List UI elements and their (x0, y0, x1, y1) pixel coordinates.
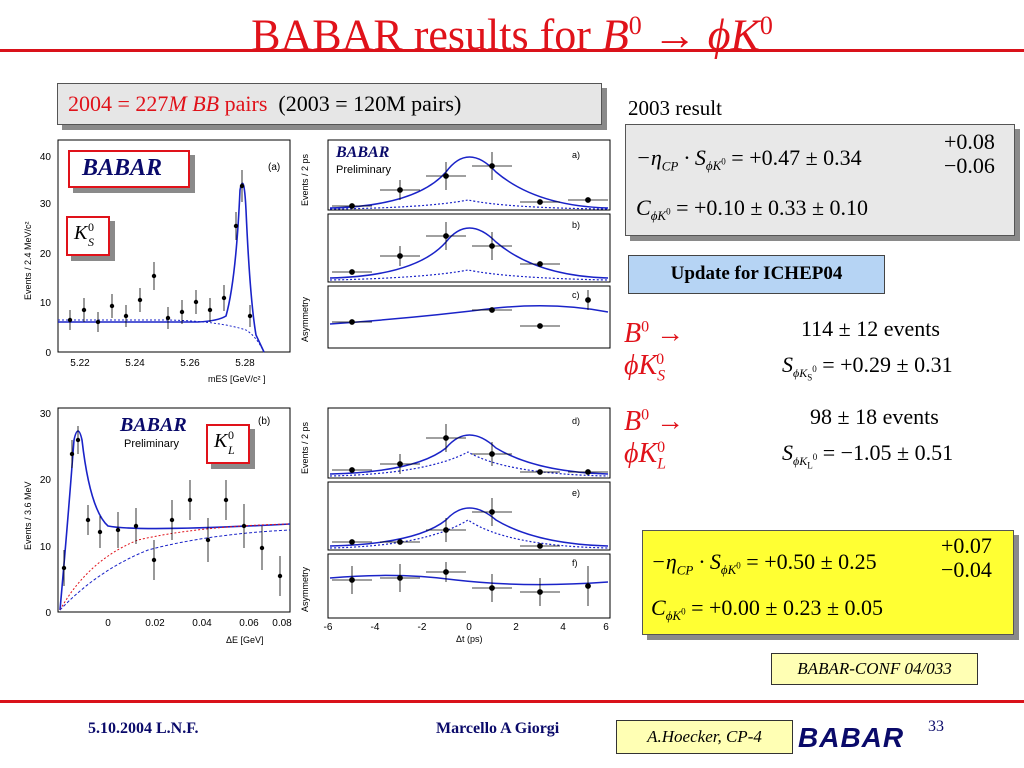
plot-deltae-svg: 0 10 20 30 0 0.02 0.04 0.06 0.08 ΔE [GeV… (23, 407, 292, 645)
svg-text:5.22: 5.22 (70, 358, 90, 369)
deltae-panel-tag: (b) (258, 416, 270, 427)
plot-dt-kl: Events / 2 ps Asymmetry d) e) f) -6 -4 -… (296, 402, 612, 646)
dt-tag-e: e) (572, 488, 580, 498)
result-2003-box: −ηCP · SϕK0 = +0.47 ± 0.34 +0.08 −0.06 C… (625, 124, 1015, 236)
babar-logo-b: BABAR (120, 414, 187, 436)
result-2003-syst: +0.08 −0.06 (944, 129, 995, 178)
svg-text:4: 4 (560, 622, 566, 633)
dt-ks-asym-label: Asymmetry (300, 297, 310, 343)
svg-text:2: 2 (513, 622, 519, 633)
dt-tag-a: a) (572, 150, 580, 160)
svg-text:0: 0 (105, 618, 111, 629)
result-2004-row2: CϕK0 = +0.00 ± 0.23 ± 0.05 (651, 595, 884, 624)
deltae-xticks: 0 0.02 0.04 0.06 0.08 (105, 618, 292, 629)
plot-dt-ks: Events / 2 ps Asymmetry a) b) c) BABAR (296, 132, 612, 354)
svg-text:0.04: 0.04 (192, 618, 212, 629)
plot-dt-ks-svg: Events / 2 ps Asymmetry a) b) c) (300, 139, 611, 349)
babar-logo-dt: BABAR (336, 144, 390, 161)
ichep-update-label: Update for ICHEP04 (628, 255, 885, 294)
svg-text:0: 0 (466, 622, 472, 633)
kl-s-value: SϕKL0 = −1.05 ± 0.51 (782, 440, 954, 471)
svg-text:-2: -2 (418, 622, 427, 633)
svg-text:30: 30 (40, 409, 52, 420)
mes-ylabel: Events / 2.4 MeV/c² (23, 221, 33, 300)
title-rule (0, 49, 1024, 52)
svg-text:6: 6 (603, 622, 609, 633)
ks-mode: B0 → ϕKS0 (624, 318, 685, 385)
svg-text:-4: -4 (371, 622, 380, 633)
preliminary-b: Preliminary (124, 438, 180, 450)
svg-text:40: 40 (40, 152, 52, 163)
deltae-ylabel: Events / 3.6 MeV (23, 481, 33, 550)
dt-xticks: -6 -4 -2 0 2 4 6 (324, 622, 610, 633)
dt-tag-d: d) (572, 416, 580, 426)
svg-text:0.06: 0.06 (239, 618, 259, 629)
footer-rule (0, 700, 1024, 703)
plot-mes-svg: 0 10 20 30 40 5.22 5.24 5.26 5.28 mES [G… (23, 139, 291, 384)
dt-kl-asym-label: Asymmetry (300, 567, 310, 613)
dt-tag-b: b) (572, 220, 580, 230)
svg-text:0: 0 (45, 608, 51, 619)
plot-mes-ks: 0 10 20 30 40 5.22 5.24 5.26 5.28 mES [G… (18, 130, 300, 392)
svg-text:10: 10 (40, 542, 52, 553)
babar-footer-logo: BABAR (798, 722, 905, 753)
dt-tag-c: c) (572, 290, 580, 300)
result-2003-row2: CϕK0 = +0.10 ± 0.33 ± 0.10 (636, 195, 869, 224)
kl-mode: B0 → ϕKL0 (624, 406, 685, 473)
svg-text:5.24: 5.24 (125, 358, 145, 369)
pairs-box: 2004 = 227M BB pairs (2003 = 120M pairs) (57, 83, 602, 125)
mes-xlabel: mES [GeV/c² ] (208, 374, 266, 384)
dt-kl-ylabel: Events / 2 ps (300, 421, 310, 474)
result-2004-box: −ηCP · SϕK0 = +0.50 ± 0.25 +0.07 −0.04 C… (642, 530, 1014, 635)
footer-author: Marcello A Giorgi (436, 720, 560, 737)
svg-text:10: 10 (40, 298, 52, 309)
plot-dt-kl-svg: Events / 2 ps Asymmetry d) e) f) -6 -4 -… (300, 407, 611, 644)
mes-panel-tag: (a) (268, 162, 280, 173)
ks-label-box: K 0 S (66, 216, 110, 256)
svg-text:20: 20 (40, 475, 52, 486)
dt-ks-ylabel: Events / 2 ps (300, 153, 310, 206)
kl-events: 98 ± 18 events (810, 404, 939, 429)
svg-text:0: 0 (45, 348, 51, 359)
deltae-xlabel: ΔE [GeV] (226, 635, 264, 645)
ks-events: 114 ± 12 events (801, 316, 940, 341)
svg-text:0.08: 0.08 (272, 618, 292, 629)
result-2003-label: 2003 result (628, 96, 722, 120)
svg-text:30: 30 (40, 199, 52, 210)
dt-xlabel: Δt (ps) (456, 634, 483, 644)
svg-text:5.26: 5.26 (180, 358, 200, 369)
preliminary-dt: Preliminary (336, 164, 392, 176)
svg-text:20: 20 (40, 249, 52, 260)
ks-s-value: SϕKS0 = +0.29 ± 0.31 (782, 352, 953, 383)
conf-reference: BABAR-CONF 04/033 (771, 653, 978, 685)
footer-date: 5.10.2004 L.N.F. (88, 720, 199, 737)
dt-tag-f: f) (572, 558, 578, 568)
svg-text:5.28: 5.28 (235, 358, 255, 369)
babar-logo-a: BABAR (68, 150, 190, 188)
kl-label-box: K 0 L (206, 424, 250, 464)
slide-title: BABAR results for B0 → ϕK0 (251, 10, 773, 60)
credit-box: A.Hoecker, CP-4 (616, 720, 793, 754)
result-2003-row1: −ηCP · SϕK0 = +0.47 ± 0.34 (636, 145, 862, 174)
result-2004-syst: +0.07 −0.04 (941, 533, 992, 582)
svg-text:-6: -6 (324, 622, 333, 633)
deltae-yticks: 0 10 20 30 (40, 409, 52, 619)
mes-xticks: 5.22 5.24 5.26 5.28 (70, 358, 255, 369)
svg-text:0.02: 0.02 (145, 618, 165, 629)
mes-yticks: 0 10 20 30 40 (40, 152, 52, 359)
plot-deltae-kl: 0 10 20 30 0 0.02 0.04 0.06 0.08 ΔE [GeV… (18, 400, 300, 652)
result-2004-row1: −ηCP · SϕK0 = +0.50 ± 0.25 (651, 549, 877, 578)
page-number: 33 (928, 718, 944, 735)
